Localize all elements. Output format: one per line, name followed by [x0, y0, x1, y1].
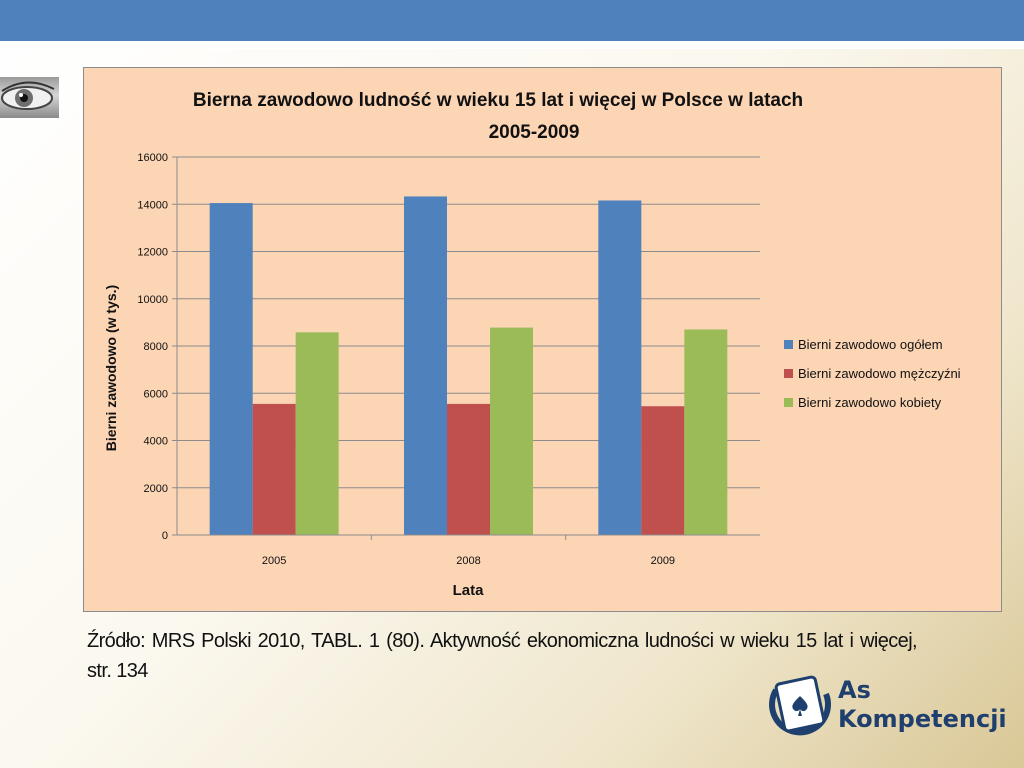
header-divider: [0, 41, 1024, 49]
y-tick-label: 10000: [137, 294, 168, 306]
y-tick-label: 8000: [144, 341, 168, 353]
y-tick-label: 2000: [144, 483, 168, 495]
source-note: Źródło: MRS Polski 2010, TABL. 1 (80). A…: [87, 630, 918, 682]
logo-line2: Kompetencji: [838, 705, 1007, 733]
legend-label: Bierni zawodowo kobiety: [798, 395, 942, 410]
x-axis-label: Lata: [453, 582, 485, 599]
y-tick-label: 6000: [144, 388, 168, 400]
y-axis-label: Bierni zawodowo (w tys.): [103, 285, 119, 451]
legend-swatch: [784, 340, 793, 349]
chart-title-line2: 2005-2009: [489, 122, 580, 143]
legend-label: Bierni zawodowo mężczyźni: [798, 366, 961, 381]
logo-line1: As: [838, 676, 871, 704]
bar-total-2009: [598, 200, 642, 535]
x-tick-label: 2008: [456, 555, 480, 567]
y-tick-label: 0: [162, 530, 168, 542]
chart-title-line1: Bierna zawodowo ludność w wieku 15 lat i…: [193, 90, 803, 111]
legend-label: Bierni zawodowo ogółem: [798, 337, 943, 352]
legend-swatch: [784, 369, 793, 378]
y-tick-label: 16000: [137, 152, 168, 164]
legend-swatch: [784, 398, 793, 407]
chart-panel: Bierna zawodowo ludność w wieku 15 lat i…: [83, 67, 1002, 612]
bar-total-2005: [209, 203, 253, 535]
bar-women-2005: [295, 332, 339, 535]
x-tick-label: 2009: [651, 555, 675, 567]
x-tick-label: 2005: [262, 555, 286, 567]
bar-chart: Bierna zawodowo ludność w wieku 15 lat i…: [103, 90, 961, 599]
bar-women-2008: [490, 327, 533, 535]
bar-men-2008: [447, 403, 490, 535]
bar-men-2005: [252, 403, 296, 535]
y-tick-label: 4000: [144, 436, 168, 448]
bar-total-2008: [404, 196, 447, 536]
bar-women-2009: [684, 329, 728, 535]
header-band: [0, 0, 1024, 41]
y-tick-label: 14000: [137, 199, 168, 211]
y-tick-label: 12000: [137, 247, 168, 259]
spade-card-icon: [769, 675, 831, 736]
eye-image: [0, 77, 59, 118]
bar-men-2009: [641, 406, 685, 535]
as-kompetencji-logo: As Kompetencji: [766, 672, 1007, 752]
